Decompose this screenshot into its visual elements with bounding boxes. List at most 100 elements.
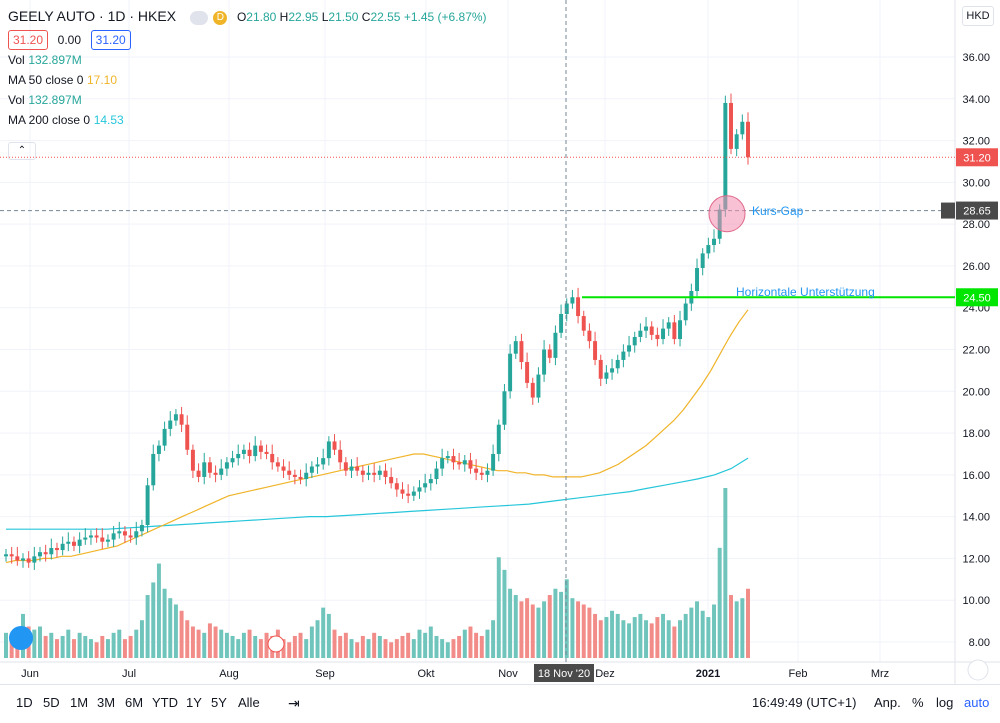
candle-body [343, 462, 348, 471]
auto-button[interactable]: auto [964, 695, 990, 710]
volume-bar [519, 601, 524, 658]
ask-price[interactable]: 31.20 [90, 30, 131, 50]
volume-bar [360, 635, 365, 658]
candle-body [321, 458, 326, 465]
candle-body [77, 539, 82, 546]
percent-button[interactable]: % [912, 695, 924, 710]
volume-bar [213, 626, 218, 658]
candle-body [190, 449, 195, 471]
candle-body [508, 353, 513, 392]
volume-bar [723, 488, 728, 658]
candle-body [615, 359, 620, 369]
volume-bar [729, 595, 733, 658]
volume-bar [49, 632, 54, 658]
candle-body [479, 472, 484, 475]
candle-body [428, 479, 433, 484]
ma50-line [5, 309, 749, 564]
x-tick-label: 2021 [696, 668, 720, 680]
candle-body [661, 328, 666, 340]
timeframe-5d[interactable]: 5D [43, 695, 60, 710]
candle-body [236, 453, 241, 459]
annotation-kurs-gap[interactable]: Kurs-Gap [752, 204, 804, 218]
candle-body [417, 487, 422, 492]
indicator-ma50[interactable]: MA 50 close 0 17.10 [8, 73, 118, 87]
volume-bar [638, 613, 643, 658]
bid-price[interactable]: 31.20 [8, 30, 49, 50]
symbol-title[interactable]: GEELY AUTO · 1D · HKEX [8, 8, 177, 24]
timeframe-5y[interactable]: 5Y [211, 695, 227, 710]
volume-bar [581, 604, 586, 658]
candle-body [649, 326, 654, 335]
timeframe-6m[interactable]: 6M [125, 695, 144, 710]
x-tick-label: Dez [595, 668, 615, 680]
candle-body [706, 245, 711, 254]
candle-body [564, 303, 569, 314]
delayed-badge: D [213, 10, 228, 25]
y-tick-label: 10.00 [962, 595, 990, 607]
candle-body [315, 464, 320, 467]
volume-bar [400, 635, 405, 658]
y-tick-label: 12.00 [962, 553, 990, 565]
timeframe-1d[interactable]: 1D [16, 695, 33, 710]
volume-bar [542, 601, 547, 658]
currency-label[interactable]: HKD [962, 6, 994, 26]
bottom-toolbar: 1D 5D 1M 3M 6M YTD 1Y 5Y Alle ⇥ 16:49:49… [0, 684, 1000, 723]
timeframe-1y[interactable]: 1Y [186, 695, 202, 710]
candle-body [38, 552, 42, 557]
volume-bar [105, 639, 110, 658]
adjust-button[interactable]: Anp. [874, 695, 901, 710]
x-tick-label: Nov [498, 668, 518, 680]
goto-date-icon[interactable]: ⇥ [288, 695, 300, 711]
volume-bar [281, 639, 286, 658]
volume-bar [66, 629, 71, 658]
indicator-ma200[interactable]: MA 200 close 0 14.53 [8, 113, 124, 127]
candle-body [196, 470, 201, 477]
volume-bar [666, 620, 671, 658]
x-tick-label: Jun [21, 668, 39, 680]
candle-body [15, 556, 20, 561]
candle-body [740, 121, 745, 135]
volume-bar [219, 629, 224, 658]
volume-bar [372, 632, 377, 658]
candle-body [71, 541, 76, 546]
y-tick-label: 34.00 [962, 94, 990, 106]
volume-bar [241, 632, 246, 658]
candle-body [632, 336, 637, 346]
candle-body [434, 468, 439, 480]
collapse-legend-button[interactable]: ⌃ [8, 142, 36, 160]
volume-bar [134, 629, 139, 658]
volume-bar [740, 598, 745, 658]
volume-bar [508, 588, 513, 658]
volume-bar [287, 642, 292, 658]
candle-body [281, 466, 286, 471]
price-tag [956, 148, 998, 167]
annotation-support[interactable]: Horizontale Unterstützung [736, 285, 875, 299]
candle-body [581, 316, 586, 331]
timeframe-ytd[interactable]: YTD [152, 695, 178, 710]
timeframe-1m[interactable]: 1M [70, 695, 89, 710]
timeframe-all[interactable]: Alle [238, 695, 260, 710]
candle-body [298, 476, 303, 480]
candle-body [111, 533, 116, 540]
indicator-vol-2[interactable]: Vol 132.897M [8, 93, 82, 107]
log-button[interactable]: log [936, 695, 954, 710]
volume-bar [746, 588, 750, 658]
volume-bar [207, 623, 212, 658]
timeframe-3m[interactable]: 3M [97, 695, 116, 710]
candle-body [678, 320, 683, 340]
price-chart[interactable]: 8.00 10.00 12.00 14.00 16.00 18.00 20.00 22.00 2… [0, 0, 1000, 684]
candle-body [394, 483, 399, 490]
volume-bar [349, 639, 354, 658]
volume-bar [734, 601, 739, 658]
volume-bar [717, 547, 722, 658]
clock-time[interactable]: 16:49:49 (UTC+1) [752, 695, 857, 710]
candle-body [60, 543, 65, 551]
candle-body [21, 558, 25, 561]
candle-body [666, 322, 671, 329]
eye-toggle-icon[interactable] [189, 10, 208, 25]
indicator-vol-1[interactable]: Vol 132.897M [8, 53, 82, 67]
candle-body [377, 470, 382, 475]
candle-body [156, 445, 161, 454]
candle-body [485, 470, 490, 475]
candle-body [128, 535, 133, 538]
